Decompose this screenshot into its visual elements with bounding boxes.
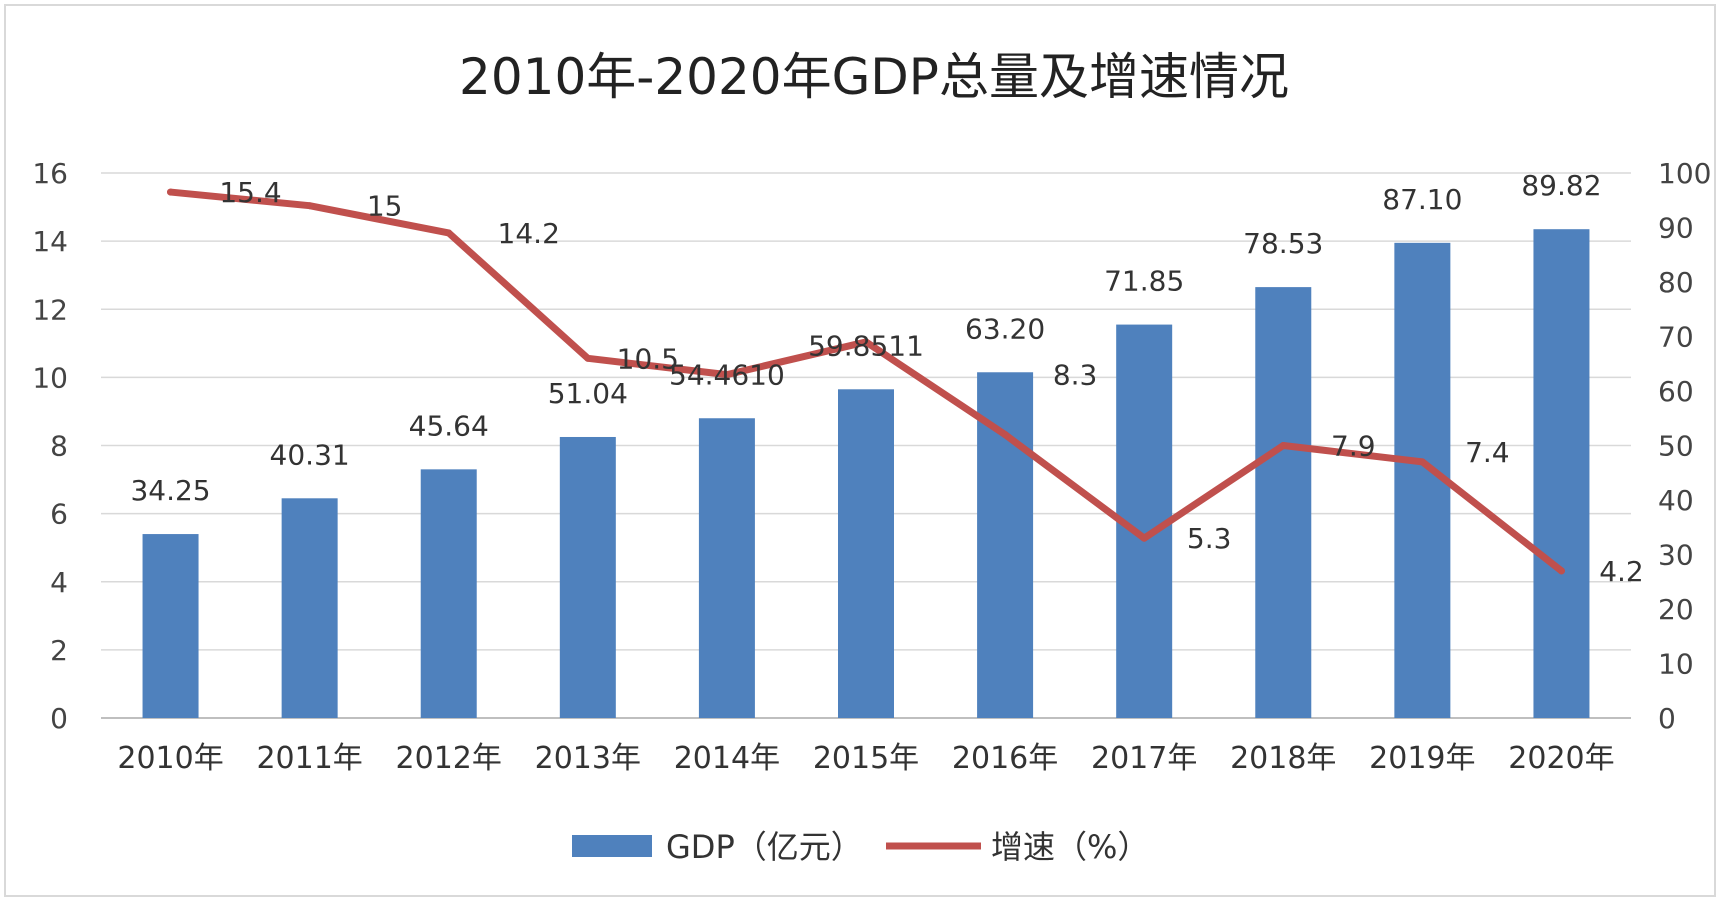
line-point: [167, 188, 175, 196]
x-tick-label: 2020年: [1508, 741, 1614, 776]
y-right-tick-label: 30: [1658, 539, 1694, 572]
line-point: [306, 202, 314, 210]
bar: [281, 498, 338, 718]
x-tick-label: 2012年: [396, 741, 502, 776]
y-left-tick-label: 2: [50, 634, 68, 667]
bar: [420, 469, 477, 718]
y-left-tick-label: 8: [50, 430, 68, 463]
line-point: [1557, 567, 1565, 575]
legend-label-gdp: GDP（亿元）: [666, 828, 863, 866]
y-left-tick-label: 0: [50, 702, 68, 735]
line-point: [1418, 458, 1426, 466]
y-right-tick-label: 20: [1658, 593, 1694, 626]
legend-label-growth: 增速（%）: [991, 828, 1149, 866]
bar: [977, 372, 1034, 718]
line-point: [584, 354, 592, 362]
line-data-label: 8.3: [1053, 359, 1098, 392]
y-right-tick-label: 50: [1658, 430, 1694, 463]
chart-svg: 2010年-2020年GDP总量及增速情况 0 2 4 6 8 10 12 14 16 0 10 2…: [32, 48, 1711, 866]
x-tick-label: 2015年: [813, 741, 919, 776]
line-data-labels: 15.4 15 14.2 10.5 8.3 5.3 7.9 7.4 4.2: [219, 176, 1643, 588]
line-series: [167, 188, 1565, 575]
line-data-label: 10.5: [617, 342, 679, 375]
bar-data-label: 89.82: [1521, 169, 1601, 202]
y-left-tick-label: 16: [32, 157, 68, 190]
line-point: [862, 338, 870, 346]
bar-data-label: 40.31: [270, 438, 350, 471]
line-data-label: 7.9: [1331, 430, 1376, 463]
bar-series: [142, 229, 1590, 718]
y-right-tick-label: 90: [1658, 212, 1694, 245]
line-point: [445, 229, 453, 237]
line-point: [1140, 534, 1148, 542]
y-left-tick-label: 4: [50, 566, 68, 599]
bar: [838, 389, 894, 718]
bar: [1533, 229, 1590, 718]
x-tick-label: 2017年: [1091, 741, 1197, 776]
y-right-tick-label: 70: [1658, 321, 1694, 354]
line-data-label: 15: [367, 190, 403, 223]
bar: [698, 418, 755, 718]
y-right-tick-label: 40: [1658, 484, 1694, 517]
x-tick-label: 2016年: [952, 741, 1058, 776]
bar-data-label: 45.64: [409, 409, 489, 442]
line-point: [1279, 442, 1287, 449]
y-right-tick-label: 60: [1658, 375, 1694, 408]
bar-data-label: 87.10: [1382, 183, 1462, 216]
chart-title: 2010年-2020年GDP总量及增速情况: [459, 48, 1289, 106]
line-data-label: 7.4: [1465, 436, 1510, 469]
y-right-tick-label: 100: [1658, 157, 1711, 190]
x-tick-label: 2010年: [117, 741, 223, 776]
line-data-label: 15.4: [219, 176, 281, 209]
y-right-tick-label: 80: [1658, 266, 1694, 299]
y-right-tick-label: 10: [1658, 648, 1694, 681]
x-tick-label: 2019年: [1369, 741, 1475, 776]
x-tick-label: 2018年: [1230, 741, 1336, 776]
bar-data-label: 51.04: [548, 377, 628, 410]
bar-data-label: 78.53: [1243, 227, 1323, 260]
y-left-tick-label: 6: [50, 498, 68, 531]
x-tick-label: 2013年: [535, 741, 641, 776]
line-point: [723, 371, 731, 379]
bar-data-label: 54.4610: [669, 358, 785, 391]
bar-data-labels: 34.25 40.31 45.64 51.04 54.4610 59.8511 63.20 7…: [130, 169, 1601, 507]
line-data-label: 5.3: [1187, 522, 1232, 555]
x-axis: 2010年 2011年 2012年 2013年 2014年 2015年 2016年 2017年…: [117, 741, 1614, 776]
bar-data-label: 63.20: [965, 312, 1045, 345]
bar-data-label: 34.25: [130, 474, 210, 507]
bar: [1255, 287, 1312, 718]
bar: [142, 534, 199, 718]
chart-frame: 2010年-2020年GDP总量及增速情况 0 2 4 6 8 10 12 14 16 0 10 2…: [4, 4, 1716, 897]
y-right-tick-label: 0: [1658, 702, 1676, 735]
bar-data-label: 71.85: [1104, 265, 1184, 298]
y-left-tick-label: 14: [32, 225, 68, 258]
bar-data-label: 59.8511: [808, 329, 924, 362]
legend-swatch-gdp: [572, 835, 652, 857]
y-axis-left: 0 2 4 6 8 10 12 14 16: [32, 157, 68, 735]
y-left-tick-label: 12: [32, 293, 68, 326]
y-left-tick-label: 10: [32, 361, 68, 394]
x-tick-label: 2014年: [674, 741, 780, 776]
line-data-label: 4.2: [1599, 555, 1644, 588]
line-point: [1001, 431, 1009, 439]
x-tick-label: 2011年: [256, 741, 362, 776]
line-data-label: 14.2: [498, 217, 560, 250]
bar: [559, 436, 616, 718]
legend: GDP（亿元） 增速（%）: [572, 828, 1149, 866]
y-axis-right: 0 10 20 30 40 50 60 70 80 90 100: [1658, 157, 1711, 735]
